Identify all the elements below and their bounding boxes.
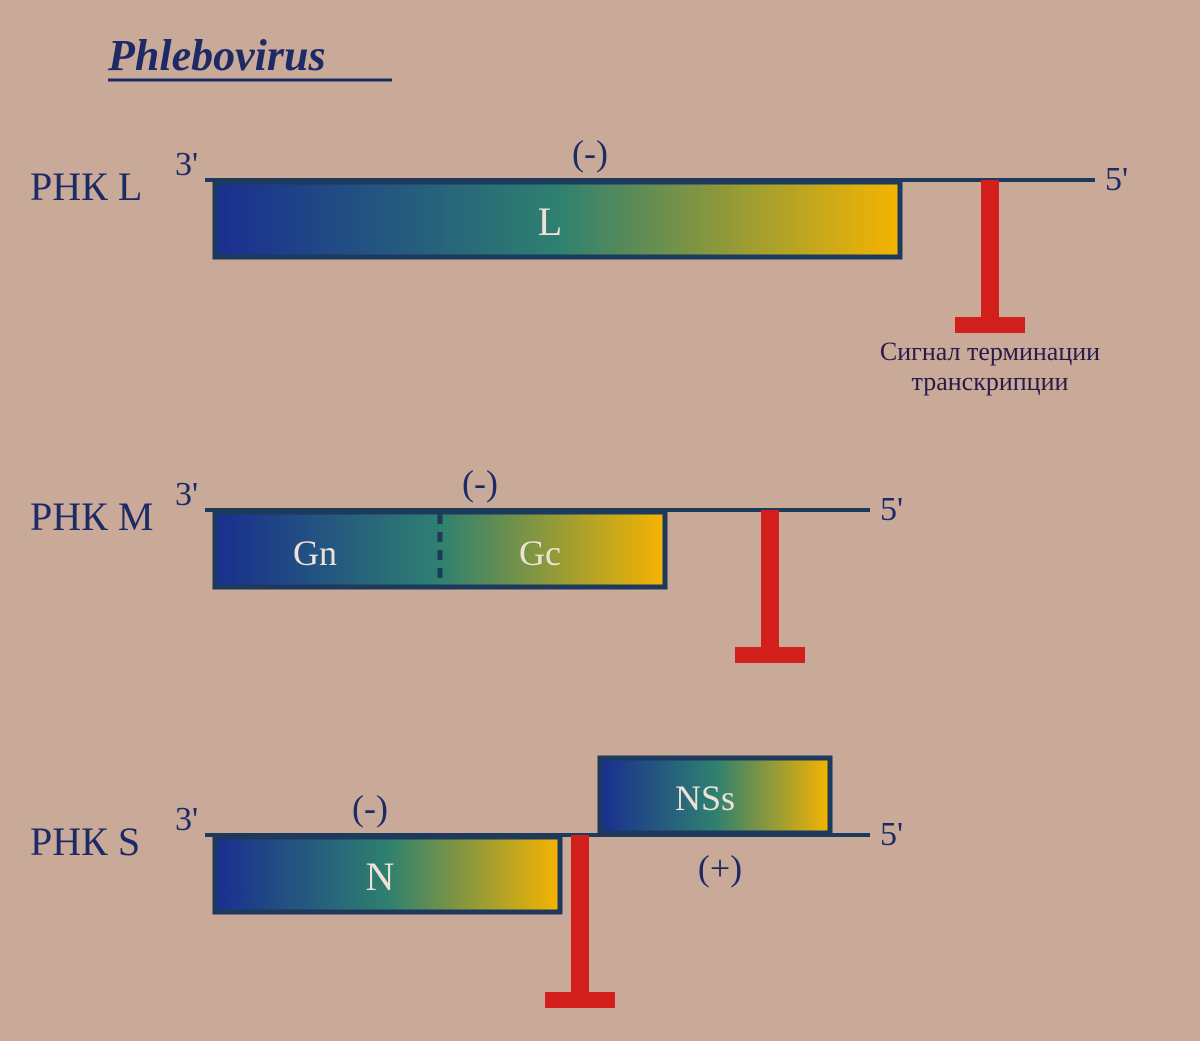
polarity-bottom-S: (+) (698, 848, 742, 888)
polarity-top-L: (-) (572, 133, 608, 173)
gene-label-Gc: Gc (519, 533, 561, 573)
diagram-title: Phlebovirus (107, 31, 326, 80)
terminator-caption-line2: транскрипции (912, 367, 1069, 396)
gene-label-L: L (538, 199, 562, 244)
end-3prime-S: 3' (175, 801, 198, 838)
end-5prime-L: 5' (1105, 161, 1128, 198)
polarity-top-S: (-) (352, 788, 388, 828)
end-3prime-M: 3' (175, 476, 198, 513)
terminator-caption-line1: Сигнал терминации (880, 337, 1100, 366)
gene-label-N: N (366, 854, 395, 899)
gene-label-Gn: Gn (293, 533, 337, 573)
rna-label-S: РНК S (30, 819, 140, 864)
polarity-top-M: (-) (462, 463, 498, 503)
gene-label-NSs: NSs (675, 778, 735, 818)
rna-label-M: РНК M (30, 494, 153, 539)
end-5prime-M: 5' (880, 491, 903, 528)
end-3prime-L: 3' (175, 146, 198, 183)
rna-label-L: РНК L (30, 164, 142, 209)
end-5prime-S: 5' (880, 816, 903, 853)
